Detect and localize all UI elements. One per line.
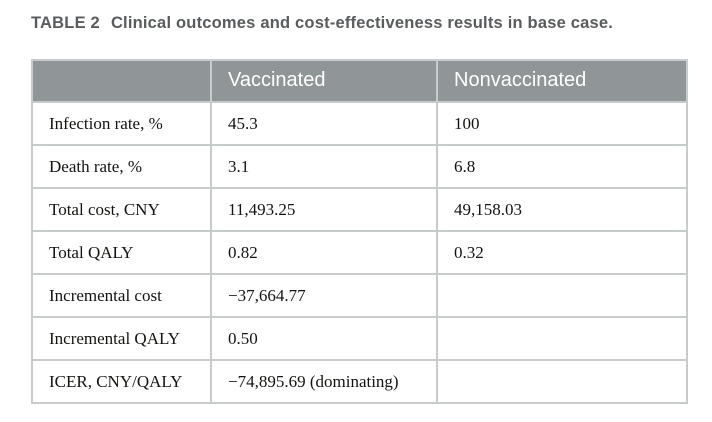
row-label: Incremental cost xyxy=(31,273,212,318)
header-cell-vaccinated: Vaccinated xyxy=(210,59,438,103)
cell-vaccinated: 11,493.25 xyxy=(210,187,438,232)
table-row: Total cost, CNY 11,493.25 49,158.03 xyxy=(31,187,688,232)
table-caption-text: Clinical outcomes and cost-effectiveness… xyxy=(110,14,614,32)
row-label: Infection rate, % xyxy=(31,101,212,146)
table-row: Incremental QALY 0.50 xyxy=(31,316,688,361)
table-caption: TABLE 2 Clinical outcomes and cost-effect… xyxy=(31,14,613,33)
cell-nonvaccinated xyxy=(436,316,688,361)
cell-vaccinated: −74,895.69 (dominating) xyxy=(210,359,438,404)
header-row: Vaccinated Nonvaccinated xyxy=(31,59,688,103)
header-cell-nonvaccinated: Nonvaccinated xyxy=(436,59,688,103)
table-row: Total QALY 0.82 0.32 xyxy=(31,230,688,275)
results-table: Vaccinated Nonvaccinated Infection rate,… xyxy=(31,59,688,404)
cell-nonvaccinated: 6.8 xyxy=(436,144,688,189)
cell-nonvaccinated: 0.32 xyxy=(436,230,688,275)
table-row: ICER, CNY/QALY −74,895.69 (dominating) xyxy=(31,359,688,404)
table-body: Infection rate, % 45.3 100 Death rate, % 3.1… xyxy=(31,101,688,404)
row-label: ICER, CNY/QALY xyxy=(31,359,212,404)
cell-vaccinated: 45.3 xyxy=(210,101,438,146)
table-row: Incremental cost −37,664.77 xyxy=(31,273,688,318)
cell-vaccinated: 3.1 xyxy=(210,144,438,189)
table-caption-label: TABLE 2 xyxy=(31,14,100,32)
row-label: Incremental QALY xyxy=(31,316,212,361)
table-header: Vaccinated Nonvaccinated xyxy=(31,59,688,103)
cell-vaccinated: 0.82 xyxy=(210,230,438,275)
row-label: Death rate, % xyxy=(31,144,212,189)
header-cell-empty xyxy=(31,59,212,103)
table-row: Infection rate, % 45.3 100 xyxy=(31,101,688,146)
row-label: Total cost, CNY xyxy=(31,187,212,232)
cell-nonvaccinated xyxy=(436,273,688,318)
table-row: Death rate, % 3.1 6.8 xyxy=(31,144,688,189)
cell-vaccinated: 0.50 xyxy=(210,316,438,361)
cell-vaccinated: −37,664.77 xyxy=(210,273,438,318)
row-label: Total QALY xyxy=(31,230,212,275)
cell-nonvaccinated: 100 xyxy=(436,101,688,146)
cell-nonvaccinated xyxy=(436,359,688,404)
cell-nonvaccinated: 49,158.03 xyxy=(436,187,688,232)
